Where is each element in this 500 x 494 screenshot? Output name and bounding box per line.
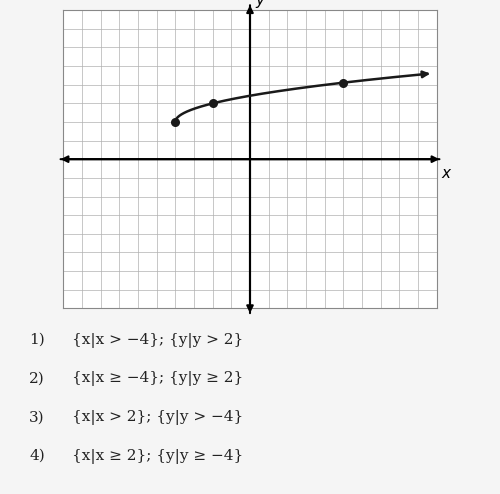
Text: 4): 4) (29, 449, 45, 463)
Text: x: x (442, 165, 450, 181)
Text: 2): 2) (29, 371, 45, 386)
Text: 3): 3) (29, 411, 45, 424)
Text: {x|x > −4}; {y|y > 2}: {x|x > −4}; {y|y > 2} (72, 332, 243, 348)
Text: {x|x > 2}; {y|y > −4}: {x|x > 2}; {y|y > −4} (72, 410, 243, 425)
Text: 1): 1) (29, 333, 45, 347)
Text: {x|x ≥ 2}; {y|y ≥ −4}: {x|x ≥ 2}; {y|y ≥ −4} (72, 449, 243, 463)
Text: y: y (256, 0, 264, 8)
Text: {x|x ≥ −4}; {y|y ≥ 2}: {x|x ≥ −4}; {y|y ≥ 2} (72, 371, 243, 386)
